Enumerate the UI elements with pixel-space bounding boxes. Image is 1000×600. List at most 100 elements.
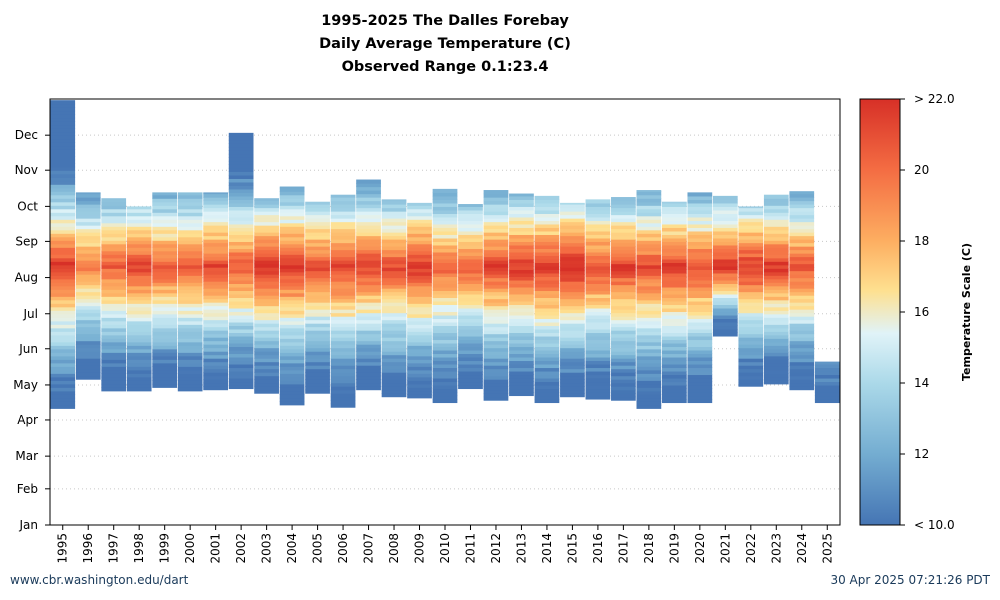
heat-cell	[381, 207, 407, 212]
x-tick-label-2013: 2013	[514, 533, 528, 564]
heat-cell	[611, 221, 636, 226]
heat-cell	[75, 249, 101, 254]
heat-cell	[534, 367, 560, 372]
heat-cell	[152, 229, 178, 234]
heat-cell	[560, 202, 585, 205]
heat-cell	[75, 246, 101, 251]
heat-cell	[101, 275, 127, 280]
heat-cell	[789, 242, 815, 247]
heat-cell	[279, 247, 305, 252]
heat-cell	[509, 374, 534, 379]
heat-cell	[50, 285, 76, 290]
heat-cell	[381, 274, 407, 279]
heat-cell	[305, 358, 330, 363]
heat-cell	[432, 251, 458, 256]
heat-cell	[75, 197, 101, 202]
year-column-2018	[636, 190, 662, 409]
x-tick-label-2001: 2001	[209, 533, 223, 564]
heat-cell	[152, 198, 178, 203]
heat-cell	[75, 337, 101, 342]
heat-cell	[585, 248, 611, 253]
heat-cell	[432, 199, 458, 204]
heat-cell	[101, 201, 127, 206]
heat-cell	[356, 284, 381, 289]
heat-cell	[560, 274, 585, 279]
heat-cell	[330, 372, 356, 377]
heat-cell	[509, 241, 534, 246]
heat-cell	[611, 305, 636, 310]
heat-cell	[738, 379, 764, 384]
heat-cell	[50, 320, 76, 325]
heat-cell	[534, 258, 560, 263]
heat-cell	[432, 230, 458, 235]
heat-cell	[763, 215, 789, 220]
heat-cell	[75, 351, 101, 356]
heat-cell	[585, 300, 611, 306]
heat-cell	[279, 198, 305, 203]
heat-cell	[636, 289, 662, 294]
heat-cell	[126, 257, 152, 262]
heat-cell	[789, 340, 815, 345]
heat-cell	[662, 374, 687, 379]
heat-cell	[687, 363, 713, 369]
heat-cell	[356, 347, 381, 352]
heat-cell	[738, 316, 764, 321]
heat-cell	[763, 243, 789, 248]
heat-cell	[381, 309, 407, 314]
heat-cell	[254, 239, 279, 244]
heat-cell	[203, 379, 229, 384]
heat-cell	[254, 305, 279, 310]
year-column-2000	[177, 192, 203, 392]
heat-cell	[101, 215, 127, 220]
heat-cell	[50, 100, 76, 105]
heat-cell	[50, 110, 76, 115]
heat-cell	[636, 376, 662, 381]
heat-cell	[75, 309, 101, 314]
heat-cell	[738, 319, 764, 324]
heat-cell	[483, 340, 509, 345]
heat-cell	[75, 319, 101, 324]
heat-cell	[687, 269, 713, 274]
heat-cell	[789, 344, 815, 349]
heat-cell	[356, 260, 381, 265]
heat-cell	[50, 369, 76, 374]
heat-cell	[712, 262, 738, 267]
heat-cell	[177, 320, 203, 325]
heat-cell	[152, 383, 178, 388]
heat-cell	[738, 344, 764, 349]
heat-cell	[177, 198, 203, 203]
heat-cell	[101, 359, 127, 364]
heat-cell	[356, 239, 381, 244]
heat-cell	[407, 299, 432, 304]
heat-cell	[254, 256, 279, 261]
heat-cell	[611, 372, 636, 377]
heat-cell	[662, 395, 687, 400]
heat-cell	[458, 265, 483, 270]
heat-cell	[585, 262, 611, 267]
heat-cell	[152, 373, 178, 378]
heat-cell	[687, 304, 713, 309]
heat-cell	[636, 250, 662, 255]
heat-cell	[407, 275, 432, 280]
heat-cell	[509, 332, 534, 337]
heat-cell	[101, 292, 127, 297]
heat-cell	[560, 316, 585, 321]
heat-cell	[712, 241, 738, 246]
heat-cell	[381, 368, 407, 373]
heat-cell	[356, 295, 381, 300]
heat-cell	[279, 376, 305, 381]
heat-cell	[228, 346, 254, 351]
heat-cell	[305, 201, 330, 205]
heat-cell	[738, 225, 764, 230]
heat-cell	[407, 317, 432, 322]
heat-cell	[534, 384, 560, 390]
heat-cell	[228, 209, 254, 214]
heat-cell	[763, 261, 789, 266]
heat-cell	[305, 333, 330, 338]
heat-cell	[330, 235, 356, 240]
heat-cell	[279, 264, 305, 269]
heat-cell	[356, 358, 381, 363]
heat-cell	[483, 344, 509, 349]
heat-cell	[534, 265, 560, 270]
heat-cell	[101, 348, 127, 353]
